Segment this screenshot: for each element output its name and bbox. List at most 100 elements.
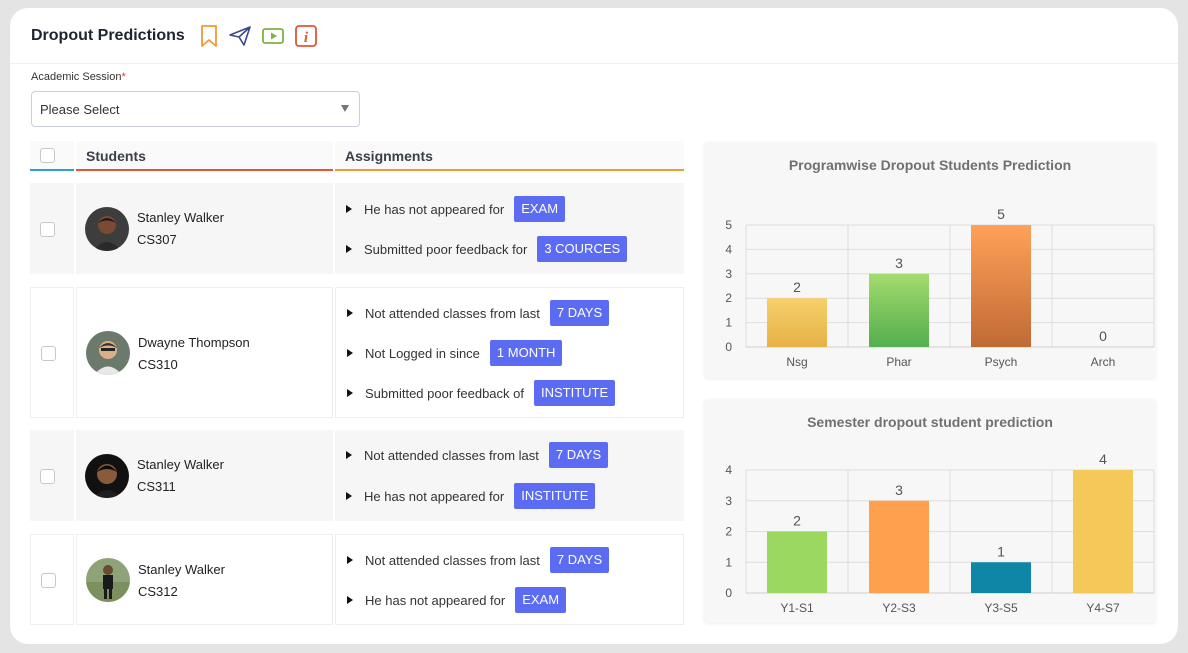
caret-right-icon	[347, 349, 353, 357]
data-label: 1	[997, 543, 1005, 559]
student-id: CS311	[137, 479, 176, 494]
data-label: 0	[1099, 328, 1107, 344]
caret-right-icon	[347, 556, 353, 564]
row-checkbox-cell	[30, 534, 74, 625]
row-checkbox-cell	[30, 430, 74, 521]
assignment-item: Not attended classes from last 7 DAYS	[335, 442, 609, 468]
caret-right-icon	[346, 245, 352, 253]
y-tick-label: 2	[725, 525, 732, 539]
assignment-item: Not attended classes from last 7 DAYS	[336, 547, 610, 573]
assignment-badge[interactable]: 3 COURCES	[537, 236, 628, 262]
data-label: 4	[1099, 451, 1107, 467]
student-name: Stanley Walker	[137, 210, 224, 225]
chevron-down-icon	[341, 105, 349, 112]
bar-psych[interactable]	[971, 225, 1031, 347]
y-tick-label: 0	[725, 586, 732, 600]
student-name: Stanley Walker	[138, 562, 225, 577]
assignment-badge[interactable]: INSTITUTE	[514, 483, 596, 509]
assignment-badge[interactable]: EXAM	[514, 196, 566, 222]
bar-y1-s1[interactable]	[767, 531, 827, 594]
bar-y3-s5[interactable]	[971, 562, 1031, 593]
x-tick-label: Y3-S5	[984, 601, 1018, 615]
student-cell: Stanley Walker CS307	[76, 183, 333, 274]
assignment-item: Not attended classes from last 7 DAYS	[336, 300, 610, 326]
assignment-badge[interactable]: 7 DAYS	[548, 442, 609, 468]
svg-text:i: i	[304, 30, 309, 46]
avatar	[85, 453, 129, 498]
x-tick-label: Y1-S1	[780, 601, 814, 615]
data-label: 3	[895, 482, 903, 498]
y-tick-label: 3	[725, 494, 732, 508]
caret-right-icon	[347, 309, 353, 317]
x-tick-label: Psych	[985, 355, 1018, 369]
row-checkbox-cell	[30, 287, 74, 418]
academic-session-select[interactable]: Please Select	[31, 91, 360, 127]
bar-nsg[interactable]	[767, 298, 827, 347]
bar-phar[interactable]	[869, 273, 929, 347]
send-icon[interactable]	[228, 24, 252, 48]
assignment-item: Submitted poor feedback of INSTITUTE	[336, 380, 616, 406]
row-checkbox[interactable]	[40, 221, 55, 237]
table-row: Stanley Walker CS311 Not attended classe…	[30, 430, 684, 521]
table-row: Stanley Walker CS312 Not attended classe…	[30, 534, 684, 625]
academic-session-label: Academic Session*	[31, 71, 126, 83]
info-icon[interactable]: i	[294, 24, 318, 48]
row-checkbox[interactable]	[40, 468, 55, 484]
semester-chart-card: Semester dropout student prediction 0 1 2 3…	[704, 399, 1156, 623]
y-tick-label: 3	[725, 267, 732, 281]
page-header: Dropout Predictions i	[10, 8, 1178, 64]
academic-session-value: Please Select	[40, 102, 120, 117]
data-label: 3	[895, 255, 903, 271]
video-play-icon[interactable]	[261, 24, 285, 48]
avatar	[85, 206, 129, 251]
assignment-badge[interactable]: 7 DAYS	[549, 547, 610, 573]
y-tick-label: 1	[725, 555, 732, 569]
y-tick-label: 0	[725, 340, 732, 354]
assignment-item: He has not appeared for INSTITUTE	[335, 483, 596, 509]
y-tick-label: 2	[725, 291, 732, 305]
assignment-badge[interactable]: INSTITUTE	[534, 380, 616, 406]
x-tick-label: Y2-S3	[882, 601, 916, 615]
x-tick-label: Nsg	[786, 355, 807, 369]
assignment-badge[interactable]: 7 DAYS	[549, 300, 610, 326]
caret-right-icon	[346, 451, 352, 459]
y-tick-label: 1	[725, 316, 732, 330]
x-tick-label: Arch	[1091, 355, 1116, 369]
bar-y2-s3[interactable]	[869, 500, 929, 593]
semester-bar-chart: 0 1 2 3 4 2 Y1-S1 3 Y2-S3 1 Y3-S5 4 Y4-S7	[725, 451, 1155, 615]
student-name: Dwayne Thompson	[138, 335, 250, 350]
assignment-badge[interactable]: 1 MONTH	[489, 340, 563, 366]
chart-title: Semester dropout student prediction	[807, 414, 1053, 430]
assignment-cell: Not attended classes from last 7 DAYS He …	[335, 430, 684, 521]
table-row: Stanley Walker CS307 He has not appeared…	[30, 183, 684, 274]
caret-right-icon	[346, 492, 352, 500]
caret-right-icon	[346, 205, 352, 213]
bar-y4-s7[interactable]	[1073, 470, 1133, 593]
table-row: Dwayne Thompson CS310 Not attended class…	[30, 287, 684, 418]
assignment-cell: He has not appeared for EXAM Submitted po…	[335, 183, 684, 274]
assignment-item: Not Logged in since 1 MONTH	[336, 340, 563, 366]
y-tick-label: 4	[725, 242, 732, 256]
programwise-bar-chart: 0 1 2 3 4 5 2 Nsg 3 Phar 5 Psych 0 Arch	[725, 206, 1155, 369]
table-header: Students Assignments	[30, 141, 684, 171]
assignment-cell: Not attended classes from last 7 DAYS He …	[335, 534, 684, 625]
assignment-item: He has not appeared for EXAM	[336, 587, 567, 613]
bookmark-icon[interactable]	[197, 24, 221, 48]
data-label: 5	[997, 206, 1005, 222]
data-label: 2	[793, 513, 801, 529]
chart-title: Programwise Dropout Students Prediction	[788, 157, 1072, 173]
column-header-students[interactable]: Students	[76, 141, 333, 171]
programwise-chart-card: Programwise Dropout Students Prediction …	[704, 142, 1156, 378]
x-tick-label: Phar	[886, 355, 911, 369]
header-checkbox-cell	[30, 141, 74, 171]
row-checkbox-cell	[30, 183, 74, 274]
data-label: 2	[793, 279, 801, 295]
row-checkbox[interactable]	[41, 345, 56, 361]
assignment-badge[interactable]: EXAM	[515, 587, 567, 613]
dropout-predictions-card: Dropout Predictions i Academic Session* …	[10, 8, 1178, 644]
select-all-checkbox[interactable]	[40, 148, 55, 163]
column-header-assignments[interactable]: Assignments	[335, 141, 684, 171]
assignment-item: Submitted poor feedback for 3 COURCES	[335, 236, 628, 262]
row-checkbox[interactable]	[41, 572, 56, 588]
student-id: CS312	[138, 584, 178, 599]
